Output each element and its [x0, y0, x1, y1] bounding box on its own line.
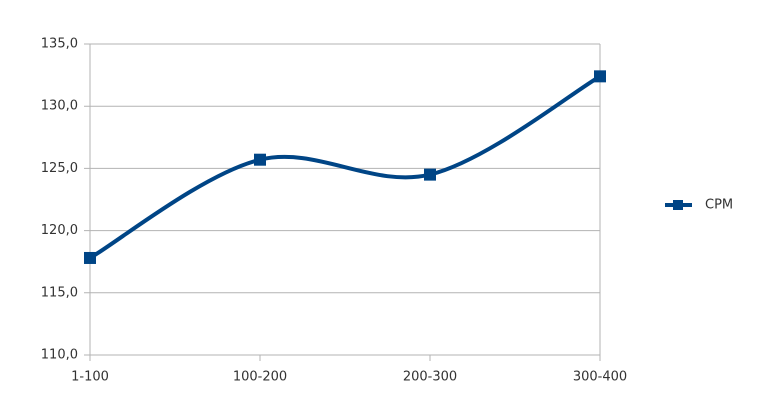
- x-tick-label: 1-100: [71, 370, 109, 385]
- y-tick-label: 115,0: [41, 285, 78, 300]
- data-point: [84, 251, 96, 264]
- y-tick-label: 130,0: [41, 99, 78, 114]
- data-line: [88, 74, 602, 260]
- y-tick-label: 135,0: [41, 37, 78, 52]
- x-tick-label: 300-400: [573, 370, 627, 385]
- y-tick-label: 125,0: [41, 161, 78, 176]
- legend-label: CPM: [705, 198, 733, 213]
- y-tick-label: 110,0: [41, 348, 78, 363]
- data-point: [594, 70, 606, 83]
- x-tick-label: 200-300: [403, 370, 457, 385]
- y-tick-label: 120,0: [41, 223, 78, 238]
- data-point: [424, 168, 436, 181]
- x-tick-label: 100-200: [233, 370, 287, 385]
- data-point: [254, 153, 266, 166]
- legend-marker: [673, 200, 683, 210]
